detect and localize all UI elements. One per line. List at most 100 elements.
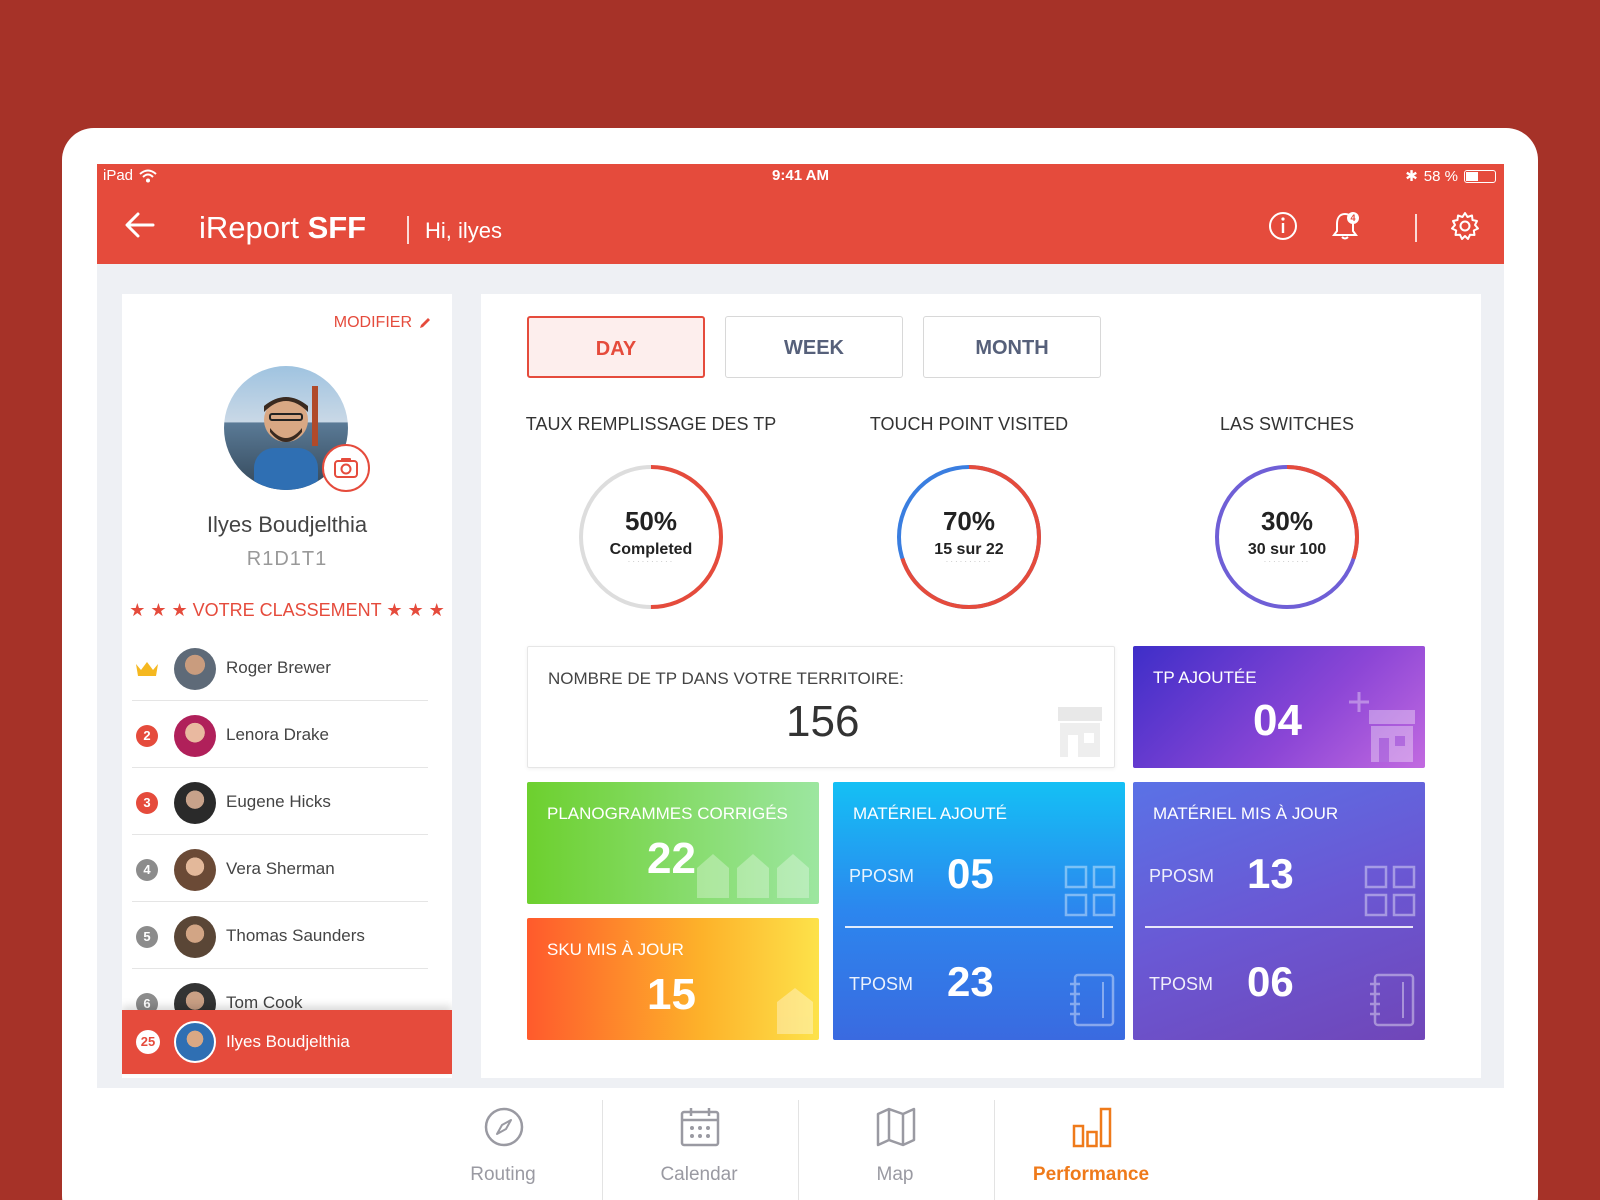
- wifi-icon: [139, 169, 157, 182]
- greeting: Hi, ilyes: [425, 218, 503, 243]
- crown-icon: [136, 662, 158, 676]
- rank-name: Thomas Saunders: [226, 926, 365, 945]
- list-item[interactable]: Roger Brewer: [132, 634, 428, 701]
- card-value: 04: [1253, 696, 1302, 745]
- card-divider: [845, 926, 1113, 928]
- card-label: NOMBRE DE TP DANS VOTRE TERRITOIRE:: [548, 669, 904, 688]
- rank-badge: 5: [136, 926, 158, 948]
- card-value: 15: [647, 970, 696, 1019]
- tab-day[interactable]: DAY: [527, 316, 705, 378]
- nav-map[interactable]: Map: [799, 1088, 991, 1200]
- avatar: [174, 1021, 216, 1063]
- stat-title: LAS SWITCHES: [1219, 414, 1355, 434]
- nav-separator: [798, 1100, 799, 1200]
- rank-name: Roger Brewer: [226, 658, 331, 677]
- avatar: [174, 715, 216, 757]
- planogrammes-card: PLANOGRAMMES CORRIGÉS 22: [527, 782, 819, 904]
- tab-week[interactable]: WEEK: [725, 316, 903, 378]
- tab-month[interactable]: MONTH: [923, 316, 1101, 378]
- bottom-navigation: Routing Calendar Map Performance: [97, 1088, 1504, 1200]
- modify-label: MODIFIER: [333, 314, 412, 331]
- ring-percent: 70%: [942, 506, 996, 536]
- ppos-value: 05: [947, 850, 994, 897]
- modify-button[interactable]: MODIFIER: [334, 314, 432, 332]
- ring-subtitle: 15 sur 22: [934, 541, 1004, 558]
- card-label: SKU MIS À JOUR: [547, 940, 684, 959]
- nav-label: Calendar: [660, 1164, 738, 1185]
- rank-name: Tom Cook: [226, 993, 303, 1012]
- tpos-value: 23: [947, 958, 994, 1005]
- nav-separator: [994, 1100, 995, 1200]
- progress-ring-switches: 30% 30 sur 100 ··········: [1212, 462, 1362, 612]
- nav-label: Performance: [1032, 1164, 1150, 1185]
- list-item[interactable]: 2 Lenora Drake: [132, 701, 428, 768]
- ring-dots: ··········: [1263, 557, 1311, 566]
- device-name: iPad: [103, 167, 134, 184]
- pencil-icon: [420, 318, 430, 328]
- ring-percent: 50%: [624, 506, 678, 536]
- shelves-icon: [697, 854, 809, 898]
- performance-panel: DAY WEEK MONTH TAUX REMPLISSAGE DES TP T…: [481, 294, 1481, 1078]
- tpos-label: TPOSM: [1149, 974, 1214, 994]
- nav-routing[interactable]: Routing: [407, 1088, 599, 1200]
- ring-progress-arc: [1215, 465, 1359, 609]
- rank-badge: 4: [136, 859, 158, 881]
- back-arrow-icon[interactable]: [123, 208, 157, 242]
- ring-progress-arc: [897, 465, 1041, 609]
- notebook-icon: [1070, 973, 1115, 1027]
- ppos-label: PPOSM: [1149, 866, 1215, 886]
- nav-performance[interactable]: Performance: [995, 1088, 1187, 1200]
- card-label: PLANOGRAMMES CORRIGÉS: [547, 804, 788, 823]
- gear-icon[interactable]: [1449, 210, 1481, 242]
- app-screen: iPad 9:41 AM ✱ 58 % iReport SFF Hi, ilye…: [97, 164, 1504, 1200]
- status-bar: iPad 9:41 AM ✱ 58 %: [97, 164, 1504, 188]
- stat-title: TOUCH POINT VISITED: [869, 414, 1069, 434]
- card-value: 22: [647, 834, 696, 883]
- nav-separator: [602, 1100, 603, 1200]
- sku-card: SKU MIS À JOUR 15: [527, 918, 819, 1040]
- rank-name: Ilyes Boudjelthia: [226, 1032, 350, 1051]
- header-separator-right: [1415, 214, 1417, 242]
- list-item[interactable]: 5 Thomas Saunders: [132, 902, 428, 969]
- list-item[interactable]: 3 Eugene Hicks: [132, 768, 428, 835]
- bell-icon[interactable]: 4: [1329, 210, 1361, 242]
- materiel-maj-card: MATÉRIEL MIS À JOUR PPOSM 13 TPOSM 06: [1133, 782, 1425, 1040]
- map-icon: [876, 1107, 916, 1147]
- svg-text:4: 4: [1350, 213, 1355, 223]
- ring-dots: ··········: [945, 557, 993, 566]
- ring-subtitle: Completed: [609, 541, 693, 558]
- compass-icon: [484, 1107, 524, 1147]
- avatar: [174, 648, 216, 690]
- change-photo-button[interactable]: [322, 444, 370, 492]
- nav-calendar[interactable]: Calendar: [603, 1088, 795, 1200]
- list-item[interactable]: 4 Vera Sherman: [132, 835, 428, 902]
- ranking-title: ★ ★ ★ VOTRE CLASSEMENT ★ ★ ★: [129, 600, 445, 620]
- avatar: [174, 782, 216, 824]
- info-icon[interactable]: [1267, 210, 1299, 242]
- card-label: MATÉRIEL MIS À JOUR: [1153, 804, 1339, 823]
- ppos-label: PPOSM: [849, 866, 915, 886]
- store-icon: [1058, 707, 1102, 757]
- nav-label: Routing: [470, 1164, 536, 1185]
- progress-ring-touch-points: 70% 15 sur 22 ··········: [894, 462, 1044, 612]
- app-header: iReport SFF Hi, ilyes 4: [97, 188, 1504, 264]
- profile-code: R1D1T1: [246, 548, 328, 570]
- status-time: 9:41 AM: [772, 167, 829, 184]
- rank-name: Eugene Hicks: [226, 792, 331, 811]
- nav-label: Map: [876, 1164, 914, 1185]
- box-icon: [777, 988, 813, 1034]
- rank-badge: 25: [136, 1030, 160, 1054]
- materiel-ajoute-card: MATÉRIEL AJOUTÉ PPOSM 05 TPOSM 23: [833, 782, 1125, 1040]
- calendar-icon: [680, 1108, 720, 1147]
- territory-tp-card: NOMBRE DE TP DANS VOTRE TERRITOIRE: 156: [527, 646, 1115, 768]
- avatar: [174, 916, 216, 958]
- tpos-label: TPOSM: [849, 974, 914, 994]
- bluetooth-icon: ✱: [1405, 168, 1418, 185]
- current-user-rank[interactable]: 25 Ilyes Boudjelthia: [122, 1010, 452, 1074]
- card-label: TP AJOUTÉE: [1153, 668, 1257, 687]
- profile-panel: MODIFIER Ilyes Boudjelthia R1D1T1 ★ ★ ★ …: [122, 294, 452, 1078]
- ring-progress-arc: [579, 465, 723, 609]
- notebook-icon: [1370, 973, 1415, 1027]
- bar-chart-icon: [1072, 1107, 1112, 1148]
- grid-icon: [1064, 865, 1116, 917]
